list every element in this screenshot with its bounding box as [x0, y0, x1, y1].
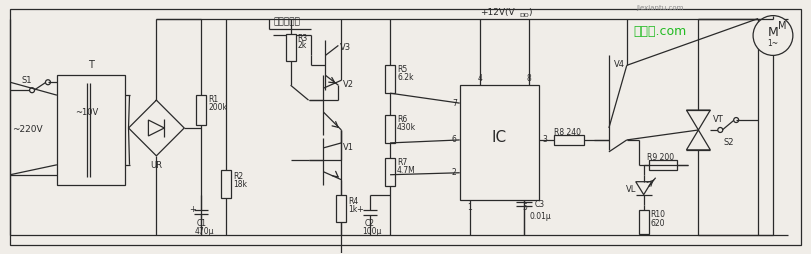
Bar	[385, 115, 395, 143]
Text: R9 200: R9 200	[646, 153, 674, 162]
Text: M: M	[778, 21, 787, 30]
Bar	[649, 160, 676, 170]
Text: jiexiantu.com: jiexiantu.com	[636, 5, 683, 11]
Text: 200k: 200k	[208, 103, 227, 112]
Text: 7: 7	[452, 99, 457, 108]
Bar	[337, 195, 346, 223]
Text: 8: 8	[527, 74, 532, 83]
Text: R10: R10	[650, 210, 666, 218]
Bar	[285, 34, 295, 61]
Text: 3: 3	[543, 135, 547, 145]
Text: 1k: 1k	[348, 204, 358, 214]
Text: VL: VL	[626, 185, 636, 194]
Text: UR: UR	[150, 161, 162, 170]
Bar	[385, 65, 395, 93]
Text: R5: R5	[397, 65, 407, 74]
Text: V3: V3	[341, 43, 351, 53]
Text: +: +	[189, 205, 196, 214]
Text: 湿度传感器: 湿度传感器	[274, 18, 301, 27]
Text: R1: R1	[208, 95, 218, 104]
Text: 100μ: 100μ	[363, 227, 382, 236]
Text: V2: V2	[343, 80, 354, 89]
Bar	[221, 170, 231, 198]
Text: R3: R3	[298, 34, 308, 42]
Circle shape	[753, 15, 793, 55]
Text: C3: C3	[534, 200, 544, 209]
Text: ): )	[528, 8, 532, 17]
Text: 1: 1	[467, 203, 472, 212]
Text: 2k: 2k	[298, 41, 307, 51]
Text: 18k: 18k	[233, 180, 247, 189]
Text: R8 240: R8 240	[554, 128, 581, 137]
Text: S1: S1	[22, 76, 32, 85]
Text: IC: IC	[492, 130, 507, 145]
Text: C2: C2	[364, 219, 374, 229]
Text: 0.01μ: 0.01μ	[530, 212, 551, 220]
Bar	[460, 85, 539, 200]
Text: 470μ: 470μ	[194, 227, 213, 236]
Text: R2: R2	[233, 172, 243, 181]
Text: 6: 6	[452, 135, 457, 145]
Bar	[554, 135, 584, 145]
Bar	[385, 158, 395, 186]
Text: 4: 4	[477, 74, 482, 83]
Text: V1: V1	[343, 143, 354, 152]
Text: DD: DD	[519, 13, 529, 18]
Bar	[196, 95, 206, 125]
Bar	[57, 75, 125, 185]
Circle shape	[718, 128, 723, 133]
Text: +: +	[356, 205, 363, 214]
Circle shape	[734, 118, 739, 122]
Text: 1~: 1~	[767, 39, 779, 48]
Text: R7: R7	[397, 158, 407, 167]
Text: 接线图.com: 接线图.com	[633, 24, 686, 38]
Text: R4: R4	[348, 197, 358, 206]
Text: 2: 2	[452, 168, 457, 177]
Text: ~10V: ~10V	[75, 108, 98, 117]
Text: C1: C1	[196, 219, 206, 229]
Text: 4.7M: 4.7M	[397, 166, 416, 175]
Circle shape	[29, 88, 35, 93]
Text: VT: VT	[714, 115, 724, 124]
Text: S2: S2	[723, 138, 734, 147]
Text: 430k: 430k	[397, 123, 416, 132]
Text: 620: 620	[650, 219, 665, 229]
Text: R6: R6	[397, 115, 407, 124]
Text: T: T	[88, 60, 93, 70]
Text: 5: 5	[522, 203, 527, 212]
Circle shape	[45, 80, 50, 85]
Text: M: M	[767, 26, 779, 39]
Text: ~220V: ~220V	[12, 125, 43, 134]
Text: 6.2k: 6.2k	[397, 73, 414, 82]
Text: +12V(V: +12V(V	[479, 8, 514, 17]
Text: V4: V4	[614, 60, 624, 69]
Bar	[639, 210, 649, 234]
